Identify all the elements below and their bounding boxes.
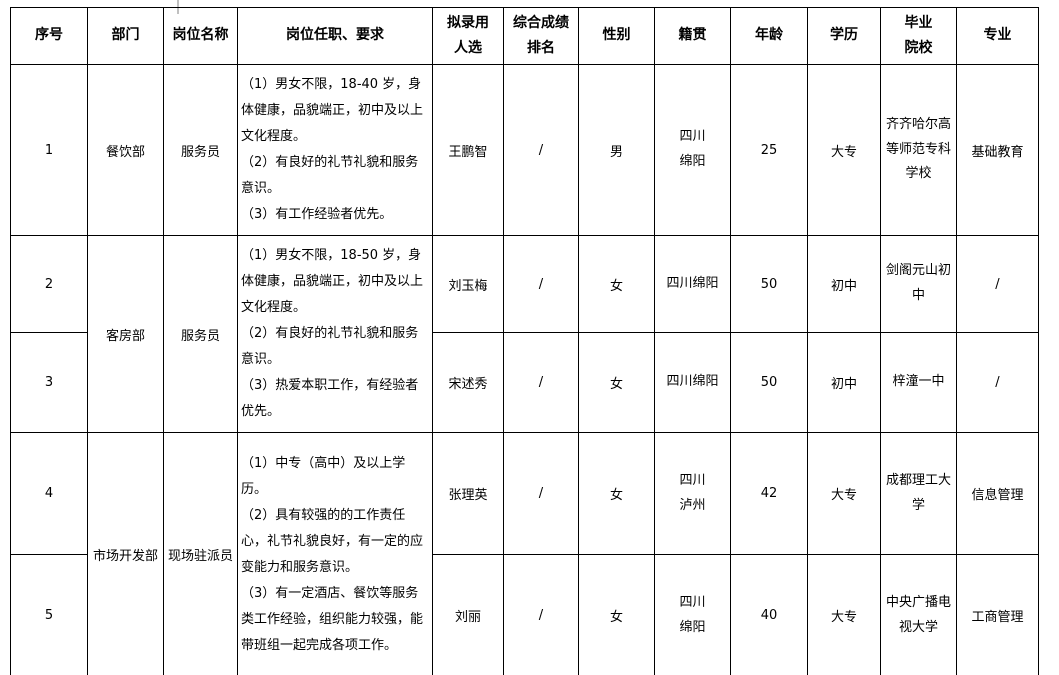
table-row-5: 5 刘丽 / 女 四川 绵阳 40 大专 中央广播电视大学 工商管理	[10, 554, 1039, 675]
col-header-position: 岗位名称	[163, 7, 238, 65]
cell-requirements: （1）男女不限，18-40 岁，身体健康，品貌端正，初中及以上文化程度。 （2）…	[237, 64, 433, 236]
col-header-candidate: 拟录用 人选	[432, 7, 504, 65]
col-header-gender: 性别	[578, 7, 655, 65]
col-header-serial: 序号	[10, 7, 88, 65]
cell-education: 初中	[807, 332, 881, 433]
cell-requirements-merged: （1）男女不限，18-50 岁，身体健康，品貌端正，初中及以上文化程度。 （2）…	[237, 235, 433, 433]
cell-department-merged: 市场开发部	[87, 432, 164, 675]
col-header-rank: 综合成绩 排名	[503, 7, 579, 65]
cell-hometown: 四川绵阳	[654, 235, 731, 333]
cell-major: 信息管理	[956, 432, 1039, 555]
requirement-item: （1）中专（高中）及以上学历。	[241, 455, 406, 497]
cell-candidate: 王鹏智	[432, 64, 504, 236]
cell-major: 工商管理	[956, 554, 1039, 675]
cell-candidate: 宋述秀	[432, 332, 504, 433]
cell-gender: 男	[578, 64, 655, 236]
cell-candidate: 张理英	[432, 432, 504, 555]
cell-age: 40	[730, 554, 808, 675]
cell-education: 大专	[807, 432, 881, 555]
cell-position-merged: 服务员	[163, 235, 238, 433]
requirement-item: （1）男女不限，18-50 岁，身体健康，品貌端正，初中及以上文化程度。	[241, 248, 424, 315]
cell-age: 50	[730, 332, 808, 433]
requirement-item: （2）具有较强的的工作责任心，礼节礼貌良好，有一定的应变能力和服务意识。	[241, 507, 424, 575]
cell-serial: 2	[10, 235, 88, 333]
cell-hometown: 四川 绵阳	[654, 554, 731, 675]
requirement-item: （3）有一定酒店、餐饮等服务类工作经验，组织能力较强，能带班组一起完成各项工作。	[241, 585, 424, 653]
cell-serial: 5	[10, 554, 88, 675]
requirement-item: （2）有良好的礼节礼貌和服务意识。	[241, 326, 419, 367]
table-row-1: 1 餐饮部 服务员 （1）男女不限，18-40 岁，身体健康，品貌端正，初中及以…	[10, 64, 1039, 236]
cell-age: 42	[730, 432, 808, 555]
col-header-age: 年龄	[730, 7, 808, 65]
cell-education: 大专	[807, 554, 881, 675]
requirement-item: （2）有良好的礼节礼貌和服务意识。	[241, 155, 419, 196]
col-header-hometown: 籍贯	[654, 7, 731, 65]
cell-school: 成都理工大学	[880, 432, 957, 555]
cell-school: 中央广播电视大学	[880, 554, 957, 675]
col-header-requirements: 岗位任职、要求	[237, 7, 433, 65]
cell-major: 基础教育	[956, 64, 1039, 236]
cell-serial: 1	[10, 64, 88, 236]
requirement-item: （1）男女不限，18-40 岁，身体健康，品貌端正，初中及以上文化程度。	[241, 77, 424, 144]
cell-rank: /	[503, 432, 579, 555]
table-row-2: 2 客房部 服务员 （1）男女不限，18-50 岁，身体健康，品貌端正，初中及以…	[10, 235, 1039, 433]
cell-serial: 4	[10, 432, 88, 555]
cell-department: 餐饮部	[87, 64, 164, 236]
cell-serial: 3	[10, 332, 88, 433]
cell-rank: /	[503, 235, 579, 333]
cell-age: 50	[730, 235, 808, 333]
cell-hometown: 四川 绵阳	[654, 64, 731, 236]
cell-hometown: 四川绵阳	[654, 332, 731, 433]
col-header-education: 学历	[807, 7, 881, 65]
cell-candidate: 刘玉梅	[432, 235, 504, 333]
cell-department-merged: 客房部	[87, 235, 164, 433]
recruitment-table: 序号 部门 岗位名称 岗位任职、要求 拟录用 人选 综合成绩 排名 性别 籍贯 …	[10, 7, 1039, 675]
col-header-major: 专业	[956, 7, 1039, 65]
cell-school: 梓潼一中	[880, 332, 957, 433]
cell-major: /	[956, 235, 1039, 333]
cell-requirements-merged: （1）中专（高中）及以上学历。 （2）具有较强的的工作责任心，礼节礼貌良好，有一…	[237, 432, 433, 675]
table-header: 序号 部门 岗位名称 岗位任职、要求 拟录用 人选 综合成绩 排名 性别 籍贯 …	[10, 7, 1039, 65]
cell-school: 齐齐哈尔高等师范专科学校	[880, 64, 957, 236]
cell-rank: /	[503, 64, 579, 236]
cell-education: 初中	[807, 235, 881, 333]
requirement-item: （3）热爱本职工作，有经验者优先。	[241, 378, 419, 419]
cell-hometown: 四川 泸州	[654, 432, 731, 555]
table-row-4: 4 市场开发部 现场驻派员 （1）中专（高中）及以上学历。 （2）具有较强的的工…	[10, 432, 1039, 675]
header-row: 序号 部门 岗位名称 岗位任职、要求 拟录用 人选 综合成绩 排名 性别 籍贯 …	[10, 7, 1039, 65]
cell-rank: /	[503, 554, 579, 675]
col-header-department: 部门	[87, 7, 164, 65]
cell-age: 25	[730, 64, 808, 236]
col-header-school: 毕业 院校	[880, 7, 957, 65]
cell-school: 剑阁元山初中	[880, 235, 957, 333]
cell-education: 大专	[807, 64, 881, 236]
cell-rank: /	[503, 332, 579, 433]
cell-position: 服务员	[163, 64, 238, 236]
table-row-3: 3 宋述秀 / 女 四川绵阳 50 初中 梓潼一中 /	[10, 332, 1039, 433]
cell-gender: 女	[578, 554, 655, 675]
cell-gender: 女	[578, 432, 655, 555]
requirement-item: （3）有工作经验者优先。	[241, 207, 393, 222]
cell-major: /	[956, 332, 1039, 433]
cell-candidate: 刘丽	[432, 554, 504, 675]
cell-gender: 女	[578, 332, 655, 433]
cell-position-merged: 现场驻派员	[163, 432, 238, 675]
cell-gender: 女	[578, 235, 655, 333]
